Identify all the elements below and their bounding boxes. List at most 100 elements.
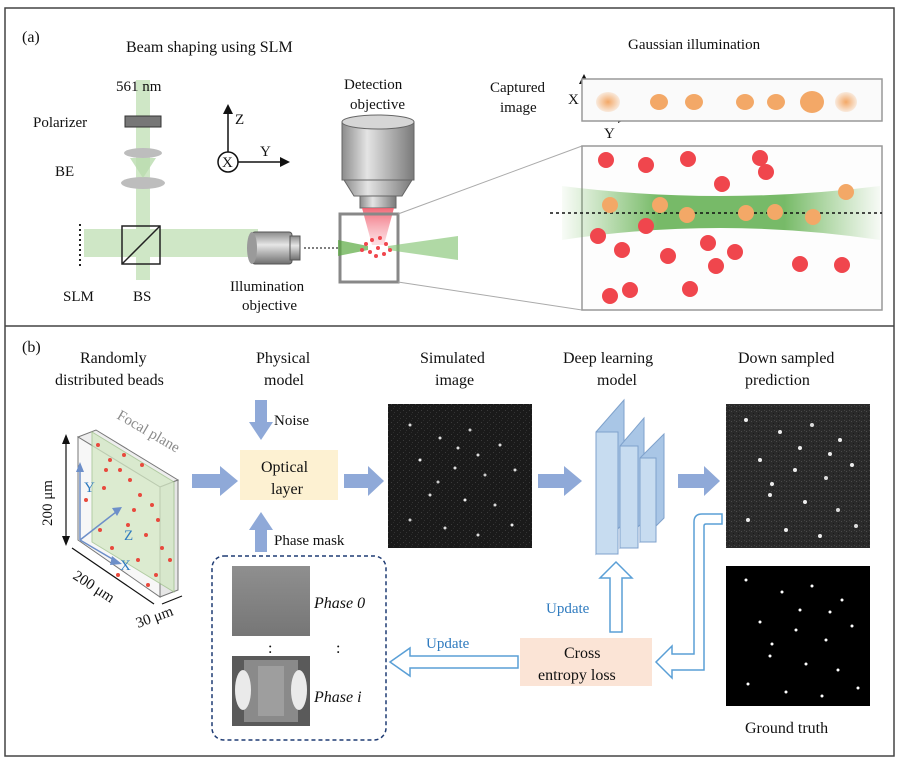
axis-y-label: Y (260, 144, 271, 160)
noise-label: Noise (274, 413, 309, 429)
panel-a: (a) Beam shaping using SLM Gaussian illu… (22, 29, 883, 314)
col2-title-1: Physical (256, 350, 311, 367)
be-focus-cone (130, 158, 156, 178)
panel-a-left-title: Beam shaping using SLM (126, 39, 293, 56)
captured-spots (596, 91, 857, 113)
phasei-image (232, 656, 310, 726)
col1-title-2: distributed beads (55, 372, 164, 389)
phasei-label: Phase i (313, 689, 362, 706)
detection-objective-tip (359, 195, 397, 209)
cube-axis-z: Z (124, 528, 133, 544)
detection-label-2: objective (350, 97, 405, 113)
beam-splitter-diagonal (121, 225, 161, 265)
phase-dots-left: : (268, 640, 272, 657)
beam-exit (388, 236, 458, 260)
update-left-label: Update (426, 636, 470, 652)
optical-layer-box (240, 450, 338, 500)
axis-x-circle (217, 151, 239, 173)
update-up-arrow (598, 560, 634, 633)
detection-cone (362, 208, 394, 245)
col3-title-2: image (435, 372, 474, 389)
zoom-beads (590, 150, 854, 304)
detection-objective (341, 121, 415, 181)
phase-mask-box (211, 555, 387, 741)
chamber-beads (360, 236, 392, 258)
slm-label: SLM (63, 289, 94, 305)
update-left-arrow (388, 646, 519, 678)
col5-title-2: prediction (745, 372, 810, 389)
detection-label-1: Detection (344, 77, 403, 93)
cube-beads (84, 443, 172, 587)
axis-x-label: X (222, 155, 233, 171)
optical-layer-2: layer (271, 481, 304, 498)
panel-a-tag: (a) (22, 29, 40, 46)
axis-z-label: Z (235, 112, 244, 128)
phase-mask-label: Phase mask (274, 533, 345, 549)
col4-title-1: Deep learning (563, 350, 653, 367)
feedback-arrow (654, 513, 723, 680)
dim-horiz-line (71, 547, 155, 605)
panel-a-right-title: Gaussian illumination (628, 37, 761, 53)
axis-z-arrow (223, 104, 233, 114)
bs-label: BS (133, 289, 151, 305)
loss-label-2: entropy loss (538, 667, 616, 684)
beam-splitter (121, 225, 161, 265)
phase-dots-right: : (336, 640, 340, 657)
simulated-image (388, 404, 532, 548)
panel-b: (b) Randomly distributed beads Physical … (22, 339, 870, 741)
cube-axis-y: Y (84, 480, 95, 496)
illumination-label-1: Illumination (230, 279, 305, 295)
be-lens-bottom (121, 177, 165, 189)
hollow-arrows (388, 513, 723, 680)
dim-vert-label: 200 μm (40, 480, 56, 526)
simulated-spots (408, 423, 517, 537)
prediction-spots (744, 418, 858, 538)
phase0-image (232, 566, 310, 636)
optical-layer-1: Optical (261, 459, 309, 476)
ground-truth-label: Ground truth (745, 720, 828, 737)
cap-axis-y-label: Y (604, 126, 615, 142)
illumination-label-2: objective (242, 298, 297, 314)
panel-b-tag: (b) (22, 339, 41, 356)
col3-title-1: Simulated (420, 350, 485, 367)
horizontal-beam (84, 229, 258, 257)
col5-title-1: Down sampled (738, 350, 834, 367)
loss-label-1: Cross (564, 645, 600, 662)
phase0-label: Phase 0 (313, 595, 365, 612)
col2-title-2: model (264, 372, 305, 389)
captured-image (581, 78, 883, 122)
dim-depth-label: 30 μm (134, 603, 176, 631)
figure-border (4, 7, 895, 757)
col4-title-2: model (597, 372, 638, 389)
ground-truth-spots (744, 578, 860, 698)
loss-box (520, 638, 652, 686)
cube-axis-x: X (120, 558, 131, 574)
flow-arrows (192, 400, 720, 552)
detection-objective-neck (343, 179, 413, 197)
axis-y-arrow (280, 157, 290, 167)
cap-axis-x-label: X (568, 92, 579, 108)
update-up-label: Update (546, 601, 590, 617)
be-lens-top (124, 148, 162, 158)
captured-label-2: image (500, 100, 537, 116)
prediction-image (726, 404, 870, 548)
detection-objective-top (341, 114, 415, 130)
illumination-objective-tip (289, 235, 301, 261)
dim-depth-line (161, 595, 183, 605)
polarizer (124, 115, 162, 128)
dl-model (595, 398, 665, 556)
col1-title-1: Randomly (80, 350, 147, 367)
wavelength-label: 561 nm (116, 79, 162, 95)
zoom-line-top (397, 145, 583, 215)
bead-cube (76, 429, 180, 598)
polarizer-label: Polarizer (33, 115, 87, 131)
be-label: BE (55, 164, 74, 180)
illumination-objective-back (247, 232, 257, 264)
zoom-line-bottom (397, 281, 583, 311)
captured-label-1: Captured (490, 80, 545, 96)
ground-truth-image (726, 566, 870, 706)
illumination-objective (251, 231, 293, 265)
focal-plane (91, 431, 175, 593)
